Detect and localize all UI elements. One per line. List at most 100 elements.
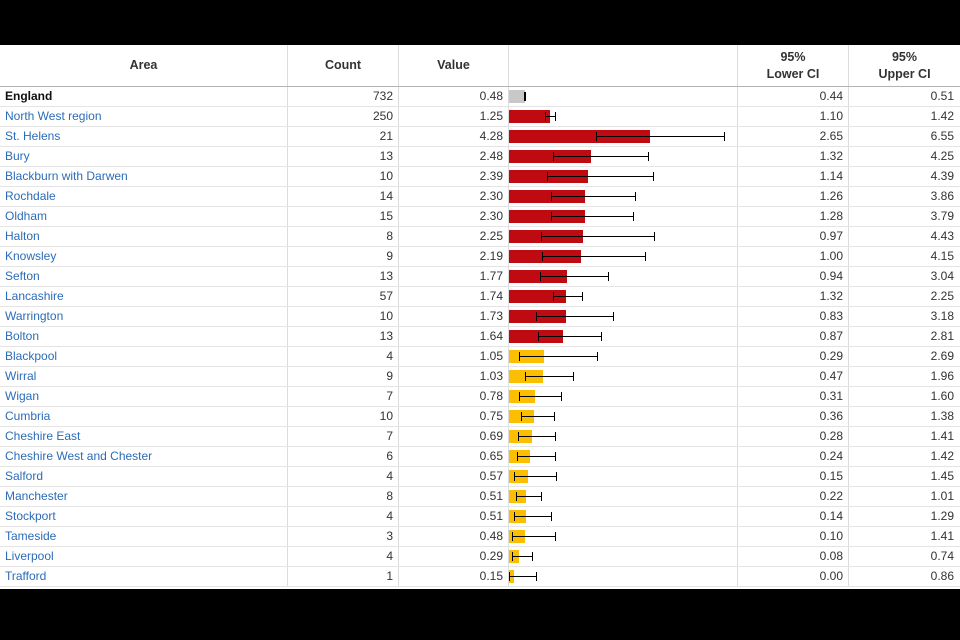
area-link[interactable]: Blackburn with Darwen — [5, 169, 128, 183]
area-link[interactable]: Sefton — [5, 269, 40, 283]
area-cell: Oldham — [0, 207, 287, 226]
area-link[interactable]: St. Helens — [5, 129, 61, 143]
area-link[interactable]: Cheshire East — [5, 429, 81, 443]
ci-line — [512, 536, 556, 537]
area-cell: Liverpool — [0, 547, 287, 566]
bar-chart-cell — [508, 547, 737, 566]
lower-ci-cell: 2.65 — [737, 127, 848, 146]
area-link[interactable]: Knowsley — [5, 249, 57, 263]
area-cell: Manchester — [0, 487, 287, 506]
value-bar[interactable] — [509, 290, 567, 303]
area-link[interactable]: Rochdale — [5, 189, 56, 203]
lower-ci-cell: 1.00 — [737, 247, 848, 266]
area-link[interactable]: Lancashire — [5, 289, 64, 303]
ci-upper-cap — [600, 332, 602, 341]
upper-ci-cell: 3.04 — [848, 267, 960, 286]
upper-ci-cell: 2.81 — [848, 327, 960, 346]
bar-chart-cell — [508, 347, 737, 366]
value-bar[interactable] — [509, 190, 585, 203]
area-link[interactable]: Stockport — [5, 509, 56, 523]
count-cell: 13 — [287, 327, 398, 346]
area-link[interactable]: Liverpool — [5, 549, 54, 563]
value-bar[interactable] — [509, 130, 651, 143]
col-header-upper-ci[interactable]: 95% Upper CI — [848, 45, 960, 86]
ci-line — [551, 216, 635, 217]
value-cell: 2.39 — [398, 167, 508, 186]
lower-ci-cell: 1.10 — [737, 107, 848, 126]
area-link[interactable]: Wigan — [5, 389, 40, 403]
bar-chart-cell — [508, 287, 737, 306]
ci-upper-cap — [644, 252, 646, 261]
bar-chart-cell — [508, 567, 737, 586]
col-header-count[interactable]: Count — [287, 45, 398, 86]
area-link[interactable]: Warrington — [5, 309, 64, 323]
count-cell: 1 — [287, 567, 398, 586]
count-cell: 732 — [287, 87, 398, 106]
value-bar[interactable] — [509, 90, 525, 103]
ci-upper-cap — [724, 132, 726, 141]
confidence-interval-whisker — [512, 532, 556, 541]
area-link[interactable]: Tameside — [5, 529, 57, 543]
table-row: England 732 0.48 0.44 0.51 — [0, 87, 960, 107]
area-link[interactable]: Trafford — [5, 569, 47, 583]
col-header-value[interactable]: Value — [398, 45, 508, 86]
bar-chart-cell — [508, 207, 737, 226]
confidence-interval-whisker — [519, 392, 562, 401]
ci-line — [524, 376, 574, 377]
ci-upper-cap — [524, 92, 526, 101]
confidence-interval-whisker — [550, 192, 637, 201]
value-bar[interactable] — [509, 330, 564, 343]
col-header-lower-ci[interactable]: 95% Lower CI — [737, 45, 848, 86]
area-link[interactable]: Halton — [5, 229, 40, 243]
count-cell: 15 — [287, 207, 398, 226]
value-cell: 0.69 — [398, 427, 508, 446]
area-link[interactable]: Blackpool — [5, 349, 58, 363]
lower-ci-cell: 0.22 — [737, 487, 848, 506]
bar-chart-cell — [508, 507, 737, 526]
lower-ci-cell: 0.97 — [737, 227, 848, 246]
upper-ci-cell: 1.41 — [848, 427, 960, 446]
count-cell: 4 — [287, 507, 398, 526]
bar-chart-cell — [508, 87, 737, 106]
upper-ci-cell: 1.01 — [848, 487, 960, 506]
ci-upper-cap — [532, 552, 534, 561]
area-link[interactable]: England — [5, 89, 53, 103]
value-bar[interactable] — [509, 150, 591, 163]
area-link[interactable]: Salford — [5, 469, 44, 483]
area-link[interactable]: Cheshire West and Chester — [5, 449, 153, 463]
value-bar[interactable] — [509, 270, 568, 283]
lower-ci-cell: 0.94 — [737, 267, 848, 286]
lower-ci-cell: 1.28 — [737, 207, 848, 226]
area-link[interactable]: Wirral — [5, 369, 37, 383]
area-link[interactable]: Cumbria — [5, 409, 51, 423]
area-cell: Blackburn with Darwen — [0, 167, 287, 186]
bar-chart-cell — [508, 447, 737, 466]
table-row: Bury 13 2.48 1.32 4.25 — [0, 147, 960, 167]
area-link[interactable]: Oldham — [5, 209, 48, 223]
bar-chart-cell — [508, 527, 737, 546]
bar-chart-cell — [508, 407, 737, 426]
count-cell: 10 — [287, 407, 398, 426]
value-cell: 0.51 — [398, 487, 508, 506]
confidence-interval-whisker — [596, 132, 726, 141]
value-bar[interactable] — [509, 210, 585, 223]
value-cell: 1.05 — [398, 347, 508, 366]
confidence-interval-whisker — [524, 372, 574, 381]
ci-line — [513, 516, 552, 517]
value-cell: 2.30 — [398, 187, 508, 206]
area-link[interactable]: Bolton — [5, 329, 40, 343]
upper-ci-cell: 1.45 — [848, 467, 960, 486]
ci-line — [536, 316, 614, 317]
value-cell: 2.25 — [398, 227, 508, 246]
value-cell: 0.75 — [398, 407, 508, 426]
value-cell: 1.25 — [398, 107, 508, 126]
confidence-interval-whisker — [509, 572, 538, 581]
col-header-area[interactable]: Area — [129, 58, 158, 73]
table-row: Cheshire West and Chester 6 0.65 0.24 1.… — [0, 447, 960, 467]
table-header-row: Area Count Value 95% Lower CI 95% Upper … — [0, 45, 960, 87]
area-link[interactable]: Manchester — [5, 489, 68, 503]
area-link[interactable]: North West region — [5, 109, 102, 123]
area-link[interactable]: Bury — [5, 149, 30, 163]
value-bar[interactable] — [509, 110, 551, 123]
lower-ci-cell: 1.32 — [737, 287, 848, 306]
